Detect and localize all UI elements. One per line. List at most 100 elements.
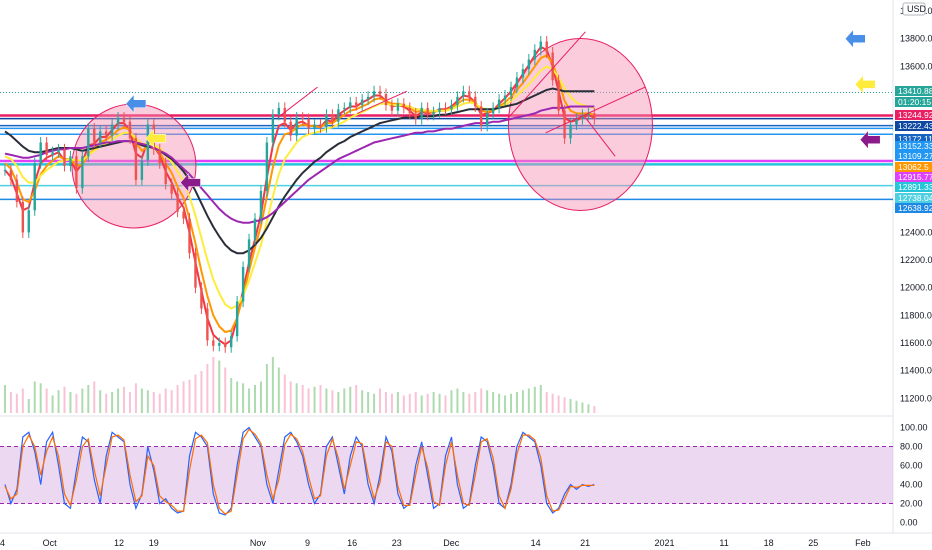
price-candle xyxy=(63,149,66,166)
price-candle xyxy=(503,95,507,100)
volume-bar xyxy=(111,392,114,413)
volume-bar xyxy=(51,395,54,413)
volume-bar xyxy=(343,388,346,413)
time-axis-tick: 12 xyxy=(114,538,124,548)
volume-bar xyxy=(39,383,42,413)
volume-bar xyxy=(533,386,536,413)
price-candle xyxy=(408,107,411,114)
trend-line xyxy=(277,86,318,118)
trend-line xyxy=(545,86,646,134)
oscillator-d-line xyxy=(4,428,595,515)
price-candle xyxy=(253,218,257,240)
volume-bar xyxy=(134,383,137,413)
price-axis-tick: 13800.00 xyxy=(900,34,932,44)
price-candle xyxy=(122,117,126,122)
price-label-text: 13222.43 xyxy=(898,121,932,131)
price-label-text: 13109.27 xyxy=(898,151,932,161)
price-candle xyxy=(319,124,322,128)
price-candle xyxy=(414,113,417,119)
time-axis-tick: 19 xyxy=(149,538,159,548)
moving-averages xyxy=(4,45,595,346)
price-candle xyxy=(539,41,542,50)
volume-bar xyxy=(545,392,548,413)
price-label-text: 13172.11 xyxy=(898,134,932,144)
time-axis-tick: 23 xyxy=(392,538,402,548)
price-candle xyxy=(81,156,84,189)
price-candle xyxy=(587,113,590,115)
volume-bar xyxy=(152,392,155,413)
volume-bar xyxy=(468,393,471,413)
time-axis-tick: Feb xyxy=(855,538,871,548)
annotation-arrow xyxy=(145,128,167,148)
price-candle xyxy=(116,117,120,125)
volume-bar xyxy=(432,392,435,413)
time-axis-tick: Oct xyxy=(43,538,58,548)
volume-bar xyxy=(581,402,584,413)
price-candle xyxy=(164,163,167,184)
volume-bar xyxy=(182,381,185,413)
trend-line xyxy=(356,90,408,114)
time-axis-tick: 16 xyxy=(347,538,357,548)
volume-bar xyxy=(21,388,24,413)
price-axis-tick: 11800.00 xyxy=(900,310,932,320)
price-candle xyxy=(104,131,108,136)
price-candle xyxy=(93,128,96,143)
volume-bar xyxy=(9,392,12,413)
price-candle xyxy=(277,107,281,115)
price-candle xyxy=(188,218,191,254)
price-label-badge xyxy=(895,134,932,144)
annotation-arrow xyxy=(125,94,147,114)
price-candle xyxy=(360,99,364,106)
volume-bar xyxy=(319,385,322,413)
price-candle xyxy=(325,114,328,128)
price-candle xyxy=(456,96,459,106)
volume-bar xyxy=(248,388,251,413)
price-label-text: 13410.88 xyxy=(898,86,932,96)
price-candle xyxy=(75,156,78,189)
volume-bar xyxy=(15,393,18,413)
price-candle xyxy=(99,131,102,143)
price-candle xyxy=(390,105,394,111)
price-candle xyxy=(515,77,519,88)
price-candle xyxy=(271,114,275,143)
volume-bar xyxy=(539,385,542,413)
price-candle xyxy=(158,149,161,164)
price-candle xyxy=(366,96,370,100)
price-label-badge xyxy=(895,121,932,131)
price-label-text: 13244.92 xyxy=(898,110,932,120)
price-candle xyxy=(247,239,251,267)
volume-bar xyxy=(99,390,102,413)
price-candle xyxy=(110,124,114,136)
volume-bar xyxy=(259,381,262,413)
oscillator-axis-tick: 100.00 xyxy=(900,423,928,433)
oscillator-axis-tick: 20.00 xyxy=(900,499,923,509)
volume-bar xyxy=(414,392,417,413)
price-label-badge xyxy=(895,151,932,161)
moving-average-line xyxy=(4,45,595,346)
volume-bar xyxy=(170,390,173,413)
price-candle xyxy=(569,124,572,139)
price-candle xyxy=(134,138,138,180)
volume-bar xyxy=(515,392,518,413)
price-candle xyxy=(21,201,25,233)
price-candle xyxy=(462,91,465,97)
price-label-text: 12915.77 xyxy=(898,172,932,182)
price-candle xyxy=(402,103,406,108)
volume-bar xyxy=(444,395,447,413)
volume-bar xyxy=(408,393,411,413)
volume-bar xyxy=(123,386,126,413)
volume-bar xyxy=(575,400,578,413)
price-candle xyxy=(3,170,7,172)
volume-bar xyxy=(557,395,560,413)
time-axis: 24 Oct 12 19 Nov 9 16 23 Dec 14 21 2021 11 18 25 Feb xyxy=(0,538,871,548)
volume-bar xyxy=(331,390,334,413)
time-axis-tick: Dec xyxy=(443,538,460,548)
price-candle xyxy=(527,59,531,70)
price-candle xyxy=(218,343,221,346)
volume-bar xyxy=(373,393,376,413)
volume-bar xyxy=(361,390,364,413)
volume-bar xyxy=(492,392,495,413)
volume-bar xyxy=(87,385,90,413)
volume-bar xyxy=(438,393,441,413)
